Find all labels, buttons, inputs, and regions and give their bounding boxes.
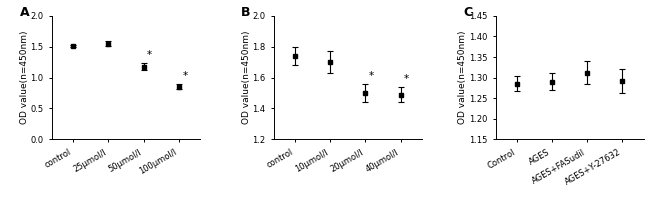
Y-axis label: OD value(n=450nm): OD value(n=450nm) xyxy=(242,31,251,124)
Text: *: * xyxy=(147,50,152,60)
Text: *: * xyxy=(369,71,374,81)
Text: C: C xyxy=(463,6,472,19)
Y-axis label: OD value(n=450nm): OD value(n=450nm) xyxy=(20,31,29,124)
Text: *: * xyxy=(182,71,187,81)
Text: B: B xyxy=(241,6,251,19)
Y-axis label: OD value(n=450nm): OD value(n=450nm) xyxy=(458,31,467,124)
Text: *: * xyxy=(404,74,410,84)
Text: A: A xyxy=(20,6,29,19)
